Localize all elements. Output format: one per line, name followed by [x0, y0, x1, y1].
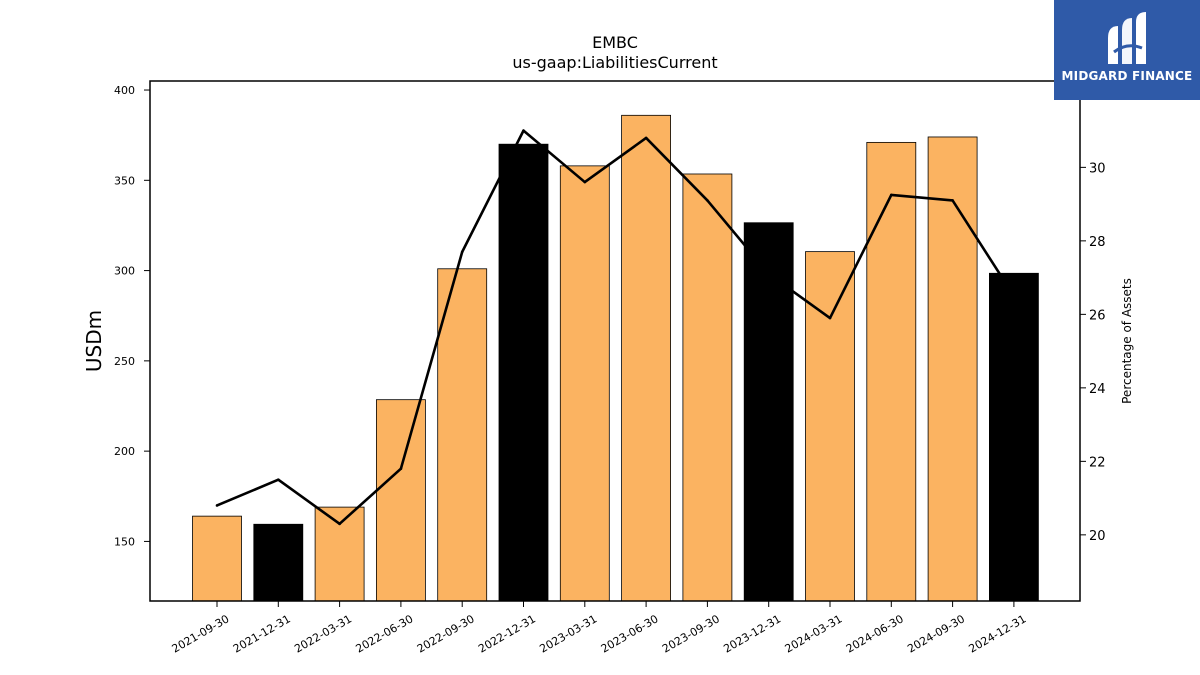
- line-point-2024-03-31: [828, 316, 832, 320]
- bar-2022-03-31: [314, 506, 365, 602]
- midgard-logo-icon: [1108, 12, 1146, 64]
- y2-axis-label: Percentage of Assets: [1120, 278, 1134, 404]
- x-tick-label: 2022-06-30: [354, 612, 416, 655]
- bar-2023-03-31: [559, 165, 610, 602]
- bar-2023-06-30: [621, 114, 671, 602]
- bar-2023-12-31: [743, 222, 794, 602]
- line-point-2021-12-31: [277, 478, 280, 482]
- line-group: [215, 129, 1016, 526]
- chart-subtitle: us-gaap:LiabilitiesCurrent: [512, 53, 717, 72]
- y-tick-label: 250: [114, 355, 135, 368]
- x-axis: 2021-09-30 2021-12-31 2022-03-31 2022-06-30…: [170, 601, 1029, 656]
- plot-frame: [149, 80, 1081, 602]
- x-tick-label: 2023-09-30: [660, 612, 722, 655]
- y2-tick-label: 26: [1089, 308, 1106, 323]
- bar-2021-09-30: [192, 515, 242, 602]
- y-tick-label: 150: [114, 535, 135, 548]
- x-tick-label: 2021-12-31: [231, 612, 293, 655]
- x-tick-label: 2024-09-30: [905, 612, 967, 655]
- bar-2021-12-31: [253, 523, 304, 602]
- y2-axis: 20 22 24 26 28 30: [1080, 161, 1106, 544]
- bar-group: [192, 114, 1039, 602]
- line-point-2023-03-31: [583, 180, 587, 184]
- y2-tick-label: 30: [1089, 161, 1106, 176]
- line-point-2023-12-31: [767, 272, 770, 276]
- y2-tick-label: 22: [1089, 455, 1106, 470]
- logo: MIDGARD FINANCE: [1054, 0, 1200, 100]
- line-point-2022-09-30: [460, 250, 464, 254]
- line-point-2022-06-30: [399, 467, 403, 471]
- percentage-line: [216, 129, 1015, 526]
- line-point-2024-06-30: [890, 193, 893, 197]
- x-tick-label: 2024-12-31: [967, 612, 1029, 655]
- y2-tick-label: 28: [1089, 235, 1106, 250]
- y-tick-label: 200: [114, 445, 135, 458]
- y-tick-label: 400: [114, 84, 135, 97]
- y-tick-label: 350: [114, 174, 135, 187]
- chart-title: EMBC: [592, 33, 638, 52]
- line-point-2024-09-30: [951, 199, 954, 202]
- logo-text: MIDGARD FINANCE: [1061, 69, 1193, 83]
- y2-tick-label: 20: [1089, 529, 1106, 544]
- line-point-2023-09-30: [706, 199, 709, 202]
- bar-2023-09-30: [682, 173, 733, 602]
- bar-2024-09-30: [927, 136, 978, 602]
- x-tick-label: 2023-03-31: [537, 612, 599, 655]
- x-tick-label: 2023-12-31: [721, 612, 783, 655]
- bar-2022-06-30: [375, 399, 426, 602]
- x-tick-label: 2022-12-31: [476, 612, 538, 655]
- bar-2024-06-30: [866, 141, 917, 602]
- y2-tick-label: 24: [1089, 382, 1106, 397]
- x-tick-label: 2022-03-31: [292, 612, 354, 655]
- bar-2022-09-30: [437, 268, 488, 602]
- y-axis-label: USDm: [82, 310, 106, 372]
- x-tick-label: 2023-06-30: [599, 612, 661, 655]
- bar-2024-12-31: [989, 272, 1039, 602]
- line-point-2022-03-31: [338, 522, 341, 526]
- line-point-2022-12-31: [522, 129, 525, 132]
- line-point-2021-09-30: [215, 504, 219, 507]
- bar-2024-03-31: [805, 251, 855, 602]
- y-axis: 150 200 250 300 350 400: [114, 84, 150, 548]
- x-tick-label: 2024-03-31: [783, 612, 845, 655]
- bar-2022-12-31: [498, 143, 549, 602]
- x-tick-label: 2022-09-30: [415, 612, 477, 655]
- y-tick-label: 300: [114, 265, 135, 278]
- line-point-2023-06-30: [644, 136, 648, 140]
- x-tick-label: 2021-09-30: [170, 612, 232, 655]
- x-tick-label: 2024-06-30: [844, 612, 906, 655]
- line-point-2024-12-31: [1012, 294, 1016, 298]
